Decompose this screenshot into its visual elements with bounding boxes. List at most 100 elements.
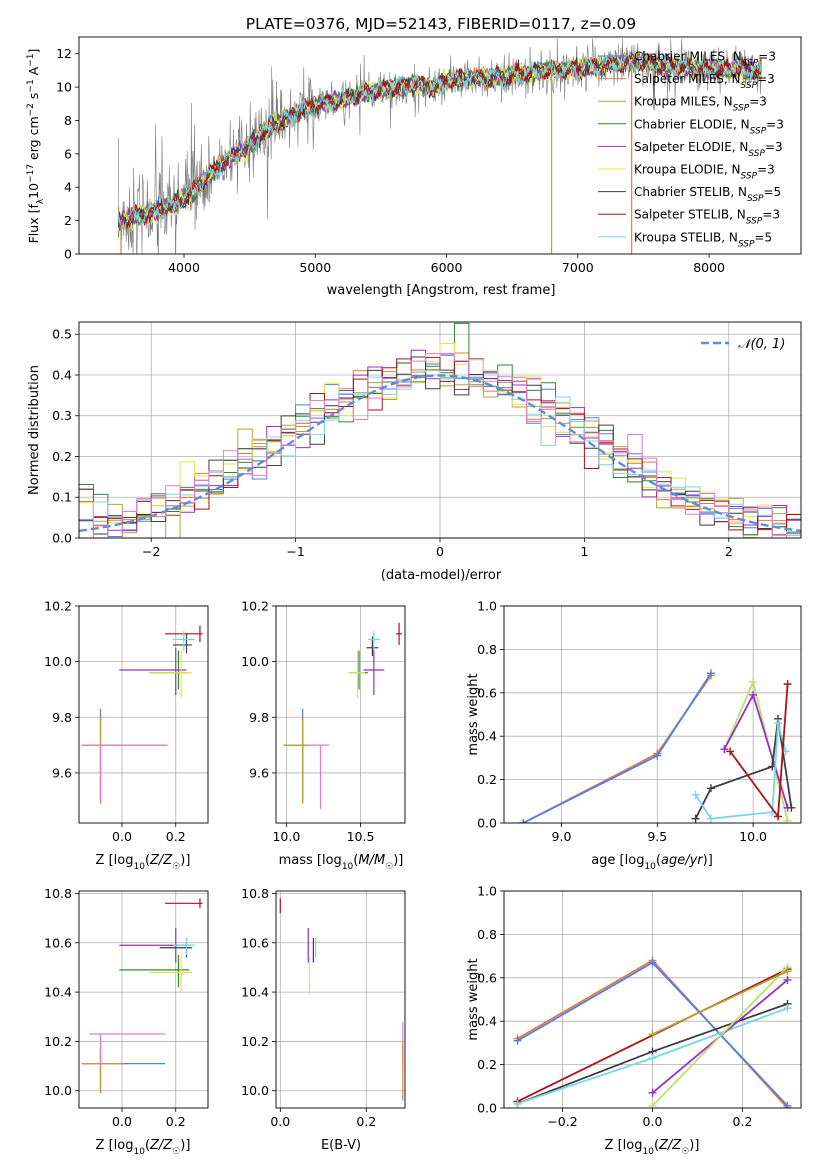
label-part: ]	[26, 49, 41, 54]
x-tick-label: 5000	[299, 260, 331, 275]
label-part: A	[26, 66, 41, 79]
y-tick-label: 10.8	[44, 886, 72, 901]
weight-marker	[783, 1004, 792, 1013]
y-tick-label: 0.1	[52, 490, 72, 505]
y-tick-label: 1.0	[477, 599, 497, 614]
legend-entry: Kroupa ELODIE, NSSP=3	[634, 163, 775, 182]
label-part: Chabrier MILES, N	[634, 50, 742, 64]
y-tick-label: 0.2	[477, 1057, 497, 1072]
plot-area-mass-weight-vs-age	[519, 669, 796, 823]
label-part: Salpeter ELODIE, N	[634, 140, 748, 154]
label-part: λ	[36, 198, 46, 204]
label-part: SSP	[742, 59, 759, 69]
weight-marker	[749, 677, 758, 686]
x-tick-label: 2	[725, 544, 733, 559]
x-tick-label: 10.0	[739, 829, 767, 844]
plot-area-age-vs-mass	[283, 622, 403, 810]
y-tick-label: 10.4	[241, 985, 269, 1000]
y-tick-label: 10.0	[241, 654, 269, 669]
histogram-step	[79, 343, 801, 527]
x-tick-label: 0.0	[112, 829, 132, 844]
label-part: =3	[765, 140, 783, 154]
weight-marker	[691, 814, 700, 823]
label-part: =3	[757, 72, 775, 86]
label-part: (	[145, 1138, 150, 1153]
plot-area-age-vs-Z	[81, 625, 203, 804]
weight-marker	[648, 1054, 657, 1063]
x-axis-label: Z [log10(Z/Z☉)]	[96, 853, 191, 872]
weight-marker	[783, 816, 792, 823]
axes-frame	[275, 890, 406, 1109]
y-tick-label: 10.2	[241, 1034, 269, 1049]
legend-entry: Salpeter ELODIE, NSSP=3	[634, 140, 783, 159]
label-part: Flux [f	[26, 204, 41, 244]
weight-marker	[648, 958, 657, 967]
y-axis-label: mass weight	[466, 673, 481, 755]
y-tick-label: 10.2	[241, 599, 269, 614]
weight-marker	[783, 967, 792, 976]
label-part: s	[26, 93, 41, 104]
label-part: Z [log	[96, 1138, 134, 1153]
label-part: )]	[180, 853, 190, 868]
y-tick-label: 10.0	[44, 1083, 72, 1098]
weight-marker	[519, 819, 528, 823]
axes-mass-vs-Z: 0.0 0.2 10.0 10.2 10.4 10.6 10.8 Z [log10(Z/Z☉)…	[44, 886, 209, 1157]
x-tick-label: 7000	[562, 260, 594, 275]
y-axis-label: mass weight	[466, 958, 481, 1040]
label-part: ☉	[172, 1147, 180, 1157]
y-tick-label: 10.8	[241, 886, 269, 901]
x-axis-label: mass [log10(M/M☉)]	[279, 853, 404, 872]
y-tick-label: 0.6	[477, 685, 497, 700]
axes-spectrum: 4000 5000 6000 7000 8000 0 2 4 6 8 10 12 wavelength …	[26, 36, 802, 298]
y-tick-label: 10.2	[44, 1034, 72, 1049]
label-part: Z [log	[605, 1138, 643, 1153]
label-part: SSP	[738, 239, 755, 249]
weight-line-kroupa-miles	[652, 970, 788, 1036]
y-tick-label: 10.6	[44, 935, 72, 950]
label-part: =3	[757, 163, 775, 177]
weight-marker	[774, 719, 783, 728]
label-part: 10	[342, 862, 354, 872]
label-part: SSP	[741, 81, 758, 91]
y-tick-label: 0.2	[52, 449, 72, 464]
y-tick-label: 0.2	[477, 772, 497, 787]
weight-line-kroupa-stelib	[694, 722, 787, 820]
weight-marker	[648, 1088, 657, 1097]
y-tick-label: 0.0	[52, 531, 72, 546]
y-tick-label: 10.0	[241, 1083, 269, 1098]
label-part: Chabrier STELIB, N	[634, 185, 747, 199]
histogram-step	[79, 353, 801, 538]
x-tick-label: 0.2	[733, 1114, 753, 1129]
label-part: erg cm	[26, 116, 41, 164]
label-part: −1	[26, 79, 36, 92]
label-part: −17	[26, 164, 36, 183]
y-tick-label: 0.6	[477, 970, 497, 985]
label-part: Kroupa STELIB, N	[634, 230, 738, 244]
y-tick-label: 10.2	[44, 599, 72, 614]
y-tick-label: 6	[64, 146, 72, 161]
x-axis-label: age [log10(age/yr)]	[591, 853, 713, 872]
x-tick-label: 0.2	[356, 1114, 376, 1129]
label-part: SSP	[746, 217, 763, 227]
x-tick-label: −1	[286, 544, 304, 559]
x-tick-label: 0	[436, 544, 444, 559]
legend-entry: Salpeter STELIB, NSSP=3	[634, 208, 780, 227]
label-part: age [log	[591, 853, 644, 868]
weight-marker	[706, 814, 715, 823]
label-part: Z [log	[96, 853, 134, 868]
x-tick-label: 10.0	[272, 829, 300, 844]
weight-marker	[513, 1036, 522, 1045]
x-tick-label: 0.0	[270, 1114, 290, 1129]
axes-frame	[78, 321, 802, 539]
y-tick-label: 12	[56, 46, 72, 61]
label-part: mass [log	[279, 853, 342, 868]
x-tick-label: 9.5	[647, 829, 667, 844]
label-part: =3	[758, 50, 776, 64]
label-part: Salpeter MILES, N	[634, 72, 741, 86]
y-tick-label: 0.3	[52, 408, 72, 423]
plot-area-mass-vs-Z	[81, 898, 203, 1094]
y-tick-label: 4	[64, 180, 72, 195]
y-tick-label: 10.0	[44, 654, 72, 669]
axes-frame	[78, 605, 209, 824]
y-tick-label: 1.0	[477, 884, 497, 899]
